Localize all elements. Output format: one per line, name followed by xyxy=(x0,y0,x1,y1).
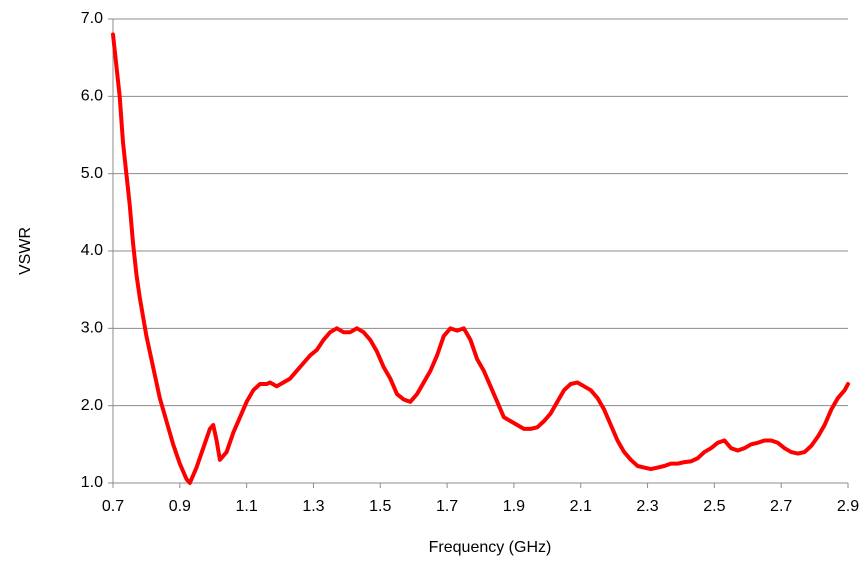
x-tick-label: 1.7 xyxy=(436,498,458,515)
x-tick-label: 2.9 xyxy=(837,498,859,515)
x-tick-label: 2.7 xyxy=(770,498,792,515)
y-tick-label: 4.0 xyxy=(81,242,103,259)
y-tick-label: 3.0 xyxy=(81,320,103,337)
y-tick-label: 5.0 xyxy=(81,165,103,182)
y-axis-title: VSWR xyxy=(17,227,34,275)
x-tick-label: 2.1 xyxy=(570,498,592,515)
x-axis-title: Frequency (GHz) xyxy=(429,539,552,556)
x-tick-label: 2.3 xyxy=(636,498,658,515)
y-tick-label: 2.0 xyxy=(81,397,103,414)
y-tick-label: 7.0 xyxy=(81,10,103,27)
x-tick-label: 0.9 xyxy=(169,498,191,515)
x-tick-label: 0.7 xyxy=(102,498,124,515)
x-tick-label: 1.9 xyxy=(503,498,525,515)
x-tick-label: 1.3 xyxy=(302,498,324,515)
y-tick-label: 6.0 xyxy=(81,88,103,105)
x-tick-label: 1.1 xyxy=(236,498,258,515)
y-tick-label: 1.0 xyxy=(81,474,103,491)
x-tick-label: 2.5 xyxy=(703,498,725,515)
x-tick-label: 1.5 xyxy=(369,498,391,515)
data-line xyxy=(111,32,850,485)
